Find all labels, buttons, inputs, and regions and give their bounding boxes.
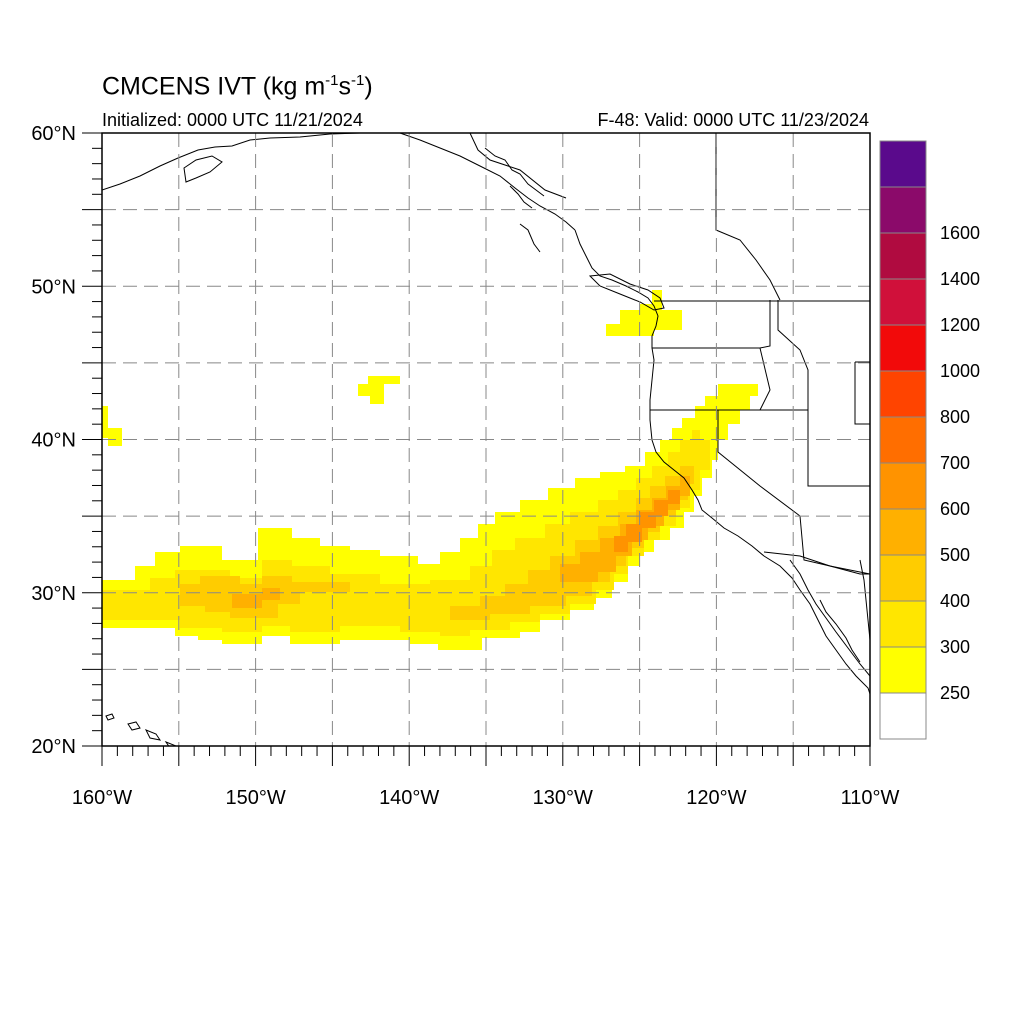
lon-tick-label: 120°W (686, 787, 746, 809)
colorbar-swatch (879, 692, 927, 740)
lat-tick-labels: 60°N 50°N 40°N 30°N 20°N (31, 123, 76, 758)
colorbar-swatch (879, 370, 927, 418)
ivt-250-patch-north (358, 376, 400, 404)
bc-washington-coast (574, 229, 870, 695)
lat-tick-label: 50°N (31, 276, 76, 298)
map-title: CMCENS IVT (kg m-1s-1) (102, 72, 373, 101)
ivt-shading (102, 290, 758, 650)
hawaii-islands (105, 713, 178, 746)
lon-tick-label: 130°W (533, 787, 593, 809)
initialized-label: Initialized: 0000 UTC 11/21/2024 (102, 110, 363, 130)
lat-tick-label: 30°N (31, 583, 76, 605)
lon-tick-labels: 160°W 150°W 140°W 130°W 120°W 110°W (72, 787, 900, 809)
lat-tick-label: 60°N (31, 123, 76, 145)
gulf-of-california (859, 559, 870, 641)
idaho-border (759, 300, 809, 411)
colorbar-swatch (879, 646, 927, 694)
arizona-border (799, 515, 870, 575)
colorbar-label: 600 (940, 499, 970, 519)
coastlines (102, 133, 870, 746)
colorbar-label: 500 (940, 545, 970, 565)
colorbar-swatch (879, 324, 927, 372)
colorbar-swatch (879, 508, 927, 556)
colorbar: 250 300 400 500 600 700 800 1000 1200 1400 1600 (879, 140, 980, 740)
ivt-250-patch-west (102, 406, 122, 446)
ivt-400-region-east (450, 466, 694, 620)
southeast-alaska-islands (183, 147, 545, 253)
political-borders (469, 133, 870, 575)
alaska-coast (102, 133, 576, 231)
colorbar-label: 1000 (940, 361, 980, 381)
ivt-600-core (614, 490, 680, 552)
colorbar-swatch (879, 232, 927, 280)
colorbar-swatch (879, 554, 927, 602)
colorbar-label: 250 (940, 683, 970, 703)
ivt-250-patch-coast (606, 290, 682, 336)
gridlines (102, 133, 870, 746)
colorbar-swatch (879, 600, 927, 648)
vancouver-island (588, 273, 665, 311)
valid-time-label: F-48: Valid: 0000 UTC 11/23/2024 (597, 110, 870, 130)
lon-tick-label: 140°W (379, 787, 439, 809)
colorbar-swatch (879, 278, 927, 326)
axis-ticks (82, 132, 871, 766)
lon-tick-label: 150°W (225, 787, 285, 809)
lon-tick-label: 110°W (841, 787, 900, 809)
lon-tick-label: 160°W (72, 787, 132, 809)
lat-tick-label: 20°N (31, 736, 76, 758)
california-nevada-border (717, 410, 801, 517)
baja-peninsula (789, 559, 870, 677)
nevada-utah-border (807, 410, 870, 487)
colorbar-label: 800 (940, 407, 970, 427)
colorbar-label: 1200 (940, 315, 980, 335)
us-mexico-border (763, 551, 870, 575)
colorbar-swatch (879, 462, 927, 510)
canada-interior (715, 133, 870, 425)
alaska-canada-border (469, 133, 567, 199)
colorbar-swatch (879, 416, 927, 464)
colorbar-swatch (879, 186, 927, 234)
colorbar-label: 1400 (940, 269, 980, 289)
colorbar-swatch (879, 140, 927, 188)
colorbar-label: 400 (940, 591, 970, 611)
colorbar-label: 300 (940, 637, 970, 657)
colorbar-label: 700 (940, 453, 970, 473)
lat-tick-label: 40°N (31, 430, 76, 452)
colorbar-label: 1600 (940, 223, 980, 243)
washington-oregon-border (652, 300, 771, 349)
